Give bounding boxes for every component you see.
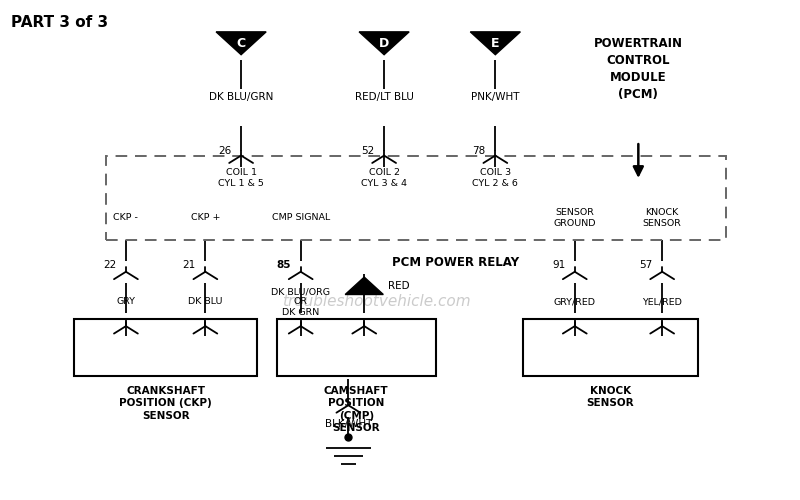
Bar — [106, 156, 726, 240]
Text: KNOCK
SENSOR: KNOCK SENSOR — [642, 208, 682, 228]
Text: E: E — [491, 37, 499, 50]
Text: 78: 78 — [473, 146, 486, 156]
Text: 22: 22 — [103, 260, 116, 270]
Bar — [74, 319, 257, 376]
Text: 52: 52 — [362, 146, 374, 156]
Text: COIL 3
CYL 2 & 6: COIL 3 CYL 2 & 6 — [472, 168, 518, 188]
Text: PNK/WHT: PNK/WHT — [471, 92, 519, 102]
Text: 91: 91 — [552, 260, 566, 270]
Text: 21: 21 — [182, 260, 196, 270]
Text: CMP SIGNAL: CMP SIGNAL — [271, 214, 330, 222]
Text: RED/LT BLU: RED/LT BLU — [354, 92, 414, 102]
Text: CRANKSHAFT
POSITION (CKP)
SENSOR: CRANKSHAFT POSITION (CKP) SENSOR — [119, 386, 212, 421]
Text: BLK/WHT: BLK/WHT — [325, 419, 372, 429]
Text: CAMSHAFT
POSITION
(CMP)
SENSOR: CAMSHAFT POSITION (CMP) SENSOR — [324, 386, 389, 433]
Text: 57: 57 — [639, 260, 653, 270]
Text: COIL 1
CYL 1 & 5: COIL 1 CYL 1 & 5 — [218, 168, 264, 188]
Polygon shape — [470, 32, 520, 54]
Polygon shape — [359, 32, 409, 54]
Text: 26: 26 — [218, 146, 231, 156]
Text: RED: RED — [388, 280, 410, 290]
Text: PCM POWER RELAY: PCM POWER RELAY — [392, 256, 519, 269]
Polygon shape — [216, 32, 266, 54]
Text: SENSOR
GROUND: SENSOR GROUND — [554, 208, 596, 228]
Bar — [277, 319, 436, 376]
Text: C: C — [237, 37, 246, 50]
Text: POWERTRAIN
CONTROL
MODULE
(PCM): POWERTRAIN CONTROL MODULE (PCM) — [594, 38, 683, 102]
Text: CKP +: CKP + — [190, 214, 220, 222]
Text: D: D — [379, 37, 390, 50]
Polygon shape — [345, 277, 383, 294]
Text: troubleshootvehicle.com: troubleshootvehicle.com — [282, 294, 470, 310]
Text: CKP -: CKP - — [114, 214, 138, 222]
Text: 85: 85 — [277, 260, 291, 270]
Text: KNOCK
SENSOR: KNOCK SENSOR — [586, 386, 634, 408]
Text: GRY/RED: GRY/RED — [554, 298, 596, 306]
Text: DK BLU/ORG
OR
DK GRN: DK BLU/ORG OR DK GRN — [271, 287, 330, 317]
Text: COIL 2
CYL 3 & 4: COIL 2 CYL 3 & 4 — [361, 168, 407, 188]
Text: YEL/RED: YEL/RED — [642, 298, 682, 306]
Text: PART 3 of 3: PART 3 of 3 — [10, 15, 108, 30]
Text: DK BLU/GRN: DK BLU/GRN — [209, 92, 274, 102]
Bar — [523, 319, 698, 376]
Text: DK BLU: DK BLU — [188, 298, 222, 306]
Text: GRY: GRY — [117, 298, 135, 306]
